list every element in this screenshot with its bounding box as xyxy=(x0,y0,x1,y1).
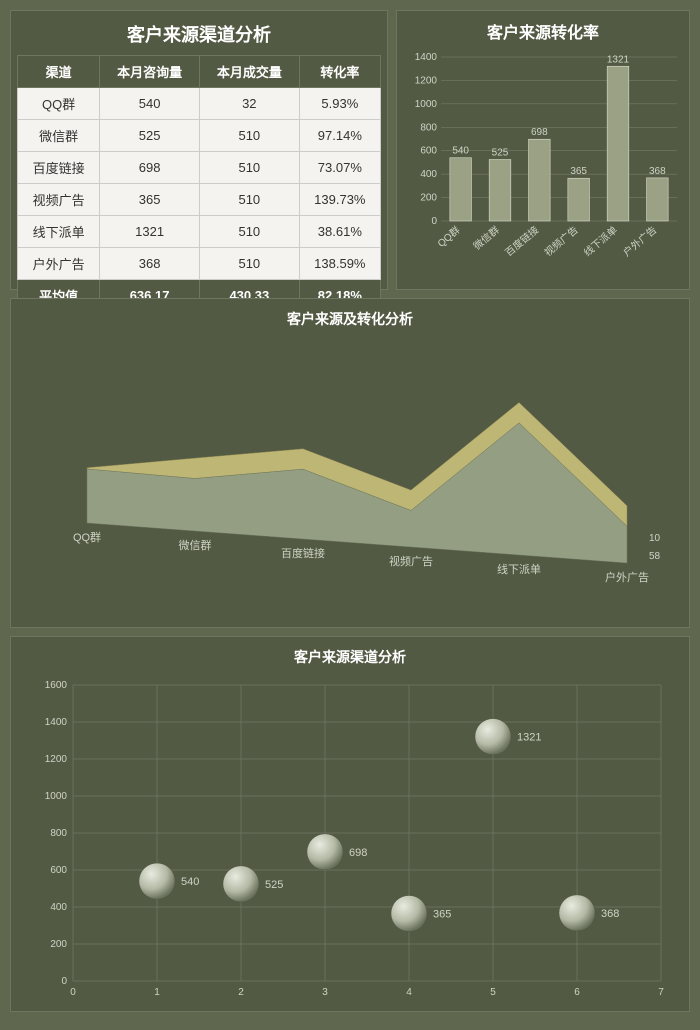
svg-text:800: 800 xyxy=(50,828,67,839)
table-cell: 138.59% xyxy=(299,248,380,280)
area-chart-title: 客户来源及转化分析 xyxy=(17,305,683,333)
table-cell: 510 xyxy=(199,152,299,184)
table-cell: 139.73% xyxy=(299,184,380,216)
svg-text:1400: 1400 xyxy=(45,717,68,728)
svg-text:1400: 1400 xyxy=(415,52,438,63)
svg-text:4: 4 xyxy=(406,987,412,998)
svg-text:200: 200 xyxy=(50,939,67,950)
data-table-panel: 客户来源渠道分析 渠道本月咨询量本月成交量转化率 QQ群540325.93%微信… xyxy=(10,10,388,290)
table-row: 线下派单132151038.61% xyxy=(18,216,381,248)
scatter-chart-title: 客户来源渠道分析 xyxy=(17,643,683,671)
svg-text:540: 540 xyxy=(181,876,199,888)
table-cell: 368 xyxy=(100,248,200,280)
table-header-cell: 本月成交量 xyxy=(199,56,299,88)
svg-text:户外广告: 户外广告 xyxy=(620,223,659,259)
table-header-cell: 转化率 xyxy=(299,56,380,88)
svg-text:600: 600 xyxy=(50,865,67,876)
svg-text:58: 58 xyxy=(649,551,661,562)
table-cell: 1321 xyxy=(100,216,200,248)
svg-text:微信群: 微信群 xyxy=(471,223,502,252)
table-cell: 线下派单 xyxy=(18,216,100,248)
table-cell: 5.93% xyxy=(299,88,380,120)
svg-text:线下派单: 线下派单 xyxy=(581,223,620,259)
table-cell: 510 xyxy=(199,248,299,280)
svg-text:7: 7 xyxy=(658,987,664,998)
svg-text:698: 698 xyxy=(531,127,548,138)
svg-text:1: 1 xyxy=(154,987,160,998)
svg-text:540: 540 xyxy=(452,146,469,157)
table-cell: 微信群 xyxy=(18,120,100,152)
scatter-chart-panel: 客户来源渠道分析 0 200 400 600 800 1000 1200 1400 1600 0 1… xyxy=(10,636,690,1012)
svg-text:百度链接: 百度链接 xyxy=(502,223,541,259)
svg-text:1200: 1200 xyxy=(415,75,438,86)
svg-text:525: 525 xyxy=(265,879,283,891)
svg-text:525: 525 xyxy=(492,148,509,159)
svg-text:400: 400 xyxy=(50,902,67,913)
table-title: 客户来源渠道分析 xyxy=(17,17,381,55)
svg-text:QQ群: QQ群 xyxy=(435,223,463,249)
svg-text:线下派单: 线下派单 xyxy=(497,562,541,576)
svg-text:2: 2 xyxy=(238,987,244,998)
table-cell: 698 xyxy=(100,152,200,184)
svg-text:百度链接: 百度链接 xyxy=(281,546,325,560)
svg-text:户外广告: 户外广告 xyxy=(605,570,649,584)
svg-text:视频广告: 视频广告 xyxy=(389,554,433,568)
svg-text:10: 10 xyxy=(649,533,661,544)
table-row: 户外广告368510138.59% xyxy=(18,248,381,280)
table-cell: 视频广告 xyxy=(18,184,100,216)
table-cell: 510 xyxy=(199,120,299,152)
svg-text:5: 5 xyxy=(490,987,496,998)
svg-text:1200: 1200 xyxy=(45,754,68,765)
table-cell: 510 xyxy=(199,216,299,248)
table-row: 视频广告365510139.73% xyxy=(18,184,381,216)
bar-chart: 0 200 400 600 800 1000 1200 1400 540 QQ群 525 微信群 698… xyxy=(403,49,683,279)
svg-text:0: 0 xyxy=(431,216,437,227)
svg-text:微信群: 微信群 xyxy=(179,538,212,552)
svg-text:365: 365 xyxy=(433,908,451,920)
svg-text:3: 3 xyxy=(322,987,328,998)
table-row: QQ群540325.93% xyxy=(18,88,381,120)
table-cell: QQ群 xyxy=(18,88,100,120)
svg-text:0: 0 xyxy=(70,987,76,998)
svg-text:368: 368 xyxy=(601,908,619,920)
svg-text:0: 0 xyxy=(61,976,67,987)
svg-text:1000: 1000 xyxy=(45,791,68,802)
table-cell: 540 xyxy=(100,88,200,120)
area-chart-panel: 客户来源及转化分析 QQ群微信群百度链接视频广告线下派单户外广告58 10 xyxy=(10,298,690,628)
svg-text:1321: 1321 xyxy=(517,732,541,744)
bar-chart-panel: 客户来源转化率 0 200 400 600 800 1000 1200 1400 540 QQ群 5… xyxy=(396,10,690,290)
table-cell: 510 xyxy=(199,184,299,216)
svg-text:365: 365 xyxy=(570,166,587,177)
svg-text:1321: 1321 xyxy=(607,54,630,65)
svg-text:200: 200 xyxy=(420,193,437,204)
area-chart: QQ群微信群百度链接视频广告线下派单户外广告58 10 xyxy=(17,333,681,623)
table-cell: 73.07% xyxy=(299,152,380,184)
svg-text:698: 698 xyxy=(349,847,367,859)
table-cell: 32 xyxy=(199,88,299,120)
svg-text:600: 600 xyxy=(420,146,437,157)
table-row: 百度链接69851073.07% xyxy=(18,152,381,184)
source-table: 渠道本月咨询量本月成交量转化率 QQ群540325.93%微信群52551097… xyxy=(17,55,381,312)
svg-text:368: 368 xyxy=(649,166,666,177)
svg-text:1000: 1000 xyxy=(415,99,438,110)
table-row: 微信群52551097.14% xyxy=(18,120,381,152)
table-cell: 百度链接 xyxy=(18,152,100,184)
svg-text:400: 400 xyxy=(420,169,437,180)
table-cell: 38.61% xyxy=(299,216,380,248)
table-header-cell: 本月咨询量 xyxy=(100,56,200,88)
svg-text:800: 800 xyxy=(420,122,437,133)
table-cell: 户外广告 xyxy=(18,248,100,280)
svg-text:QQ群: QQ群 xyxy=(73,530,101,544)
svg-text:6: 6 xyxy=(574,987,580,998)
table-header-cell: 渠道 xyxy=(18,56,100,88)
bar-chart-title: 客户来源转化率 xyxy=(403,17,683,49)
scatter-chart: 0 200 400 600 800 1000 1200 1400 1600 0 1 2 3 4 5 6 7 540… xyxy=(17,671,681,1011)
svg-text:视频广告: 视频广告 xyxy=(542,223,581,259)
svg-text:1600: 1600 xyxy=(45,680,68,691)
table-cell: 525 xyxy=(100,120,200,152)
table-cell: 97.14% xyxy=(299,120,380,152)
table-cell: 365 xyxy=(100,184,200,216)
